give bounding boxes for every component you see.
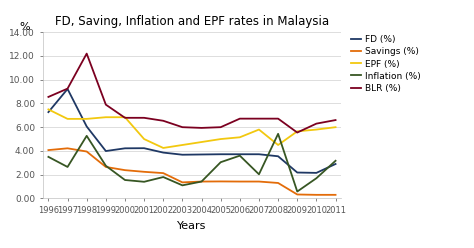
Savings (%) bbox=[46, 149, 51, 152]
EPF (%) bbox=[122, 116, 128, 119]
FD (%) bbox=[160, 151, 166, 154]
Inflation (%) bbox=[333, 159, 338, 162]
Savings (%) bbox=[64, 147, 70, 150]
EPF (%) bbox=[141, 138, 147, 141]
BLR (%) bbox=[103, 103, 109, 106]
Y-axis label: %: % bbox=[19, 22, 30, 32]
Line: EPF (%): EPF (%) bbox=[48, 109, 336, 148]
Inflation (%) bbox=[122, 179, 128, 182]
Savings (%) bbox=[180, 181, 185, 184]
Inflation (%) bbox=[218, 161, 224, 164]
Savings (%) bbox=[141, 170, 147, 173]
BLR (%) bbox=[122, 116, 128, 119]
FD (%) bbox=[180, 153, 185, 156]
FD (%) bbox=[103, 150, 109, 153]
EPF (%) bbox=[314, 128, 319, 131]
Inflation (%) bbox=[199, 180, 204, 183]
Savings (%) bbox=[256, 180, 262, 183]
EPF (%) bbox=[84, 117, 90, 120]
Inflation (%) bbox=[64, 165, 70, 168]
Inflation (%) bbox=[256, 173, 262, 176]
FD (%) bbox=[275, 155, 281, 158]
BLR (%) bbox=[237, 117, 243, 120]
BLR (%) bbox=[46, 95, 51, 98]
Inflation (%) bbox=[141, 180, 147, 183]
EPF (%) bbox=[294, 130, 300, 133]
Savings (%) bbox=[84, 150, 90, 153]
Savings (%) bbox=[294, 193, 300, 196]
Title: FD, Saving, Inflation and EPF rates in Malaysia: FD, Saving, Inflation and EPF rates in M… bbox=[55, 15, 329, 28]
BLR (%) bbox=[160, 119, 166, 122]
Savings (%) bbox=[103, 165, 109, 168]
EPF (%) bbox=[64, 117, 70, 120]
FD (%) bbox=[141, 147, 147, 150]
BLR (%) bbox=[84, 52, 90, 55]
BLR (%) bbox=[314, 122, 319, 125]
FD (%) bbox=[314, 171, 319, 174]
FD (%) bbox=[199, 153, 204, 156]
BLR (%) bbox=[199, 126, 204, 129]
Inflation (%) bbox=[275, 132, 281, 135]
Line: Inflation (%): Inflation (%) bbox=[48, 134, 336, 191]
Legend: FD (%), Savings (%), EPF (%), Inflation (%), BLR (%): FD (%), Savings (%), EPF (%), Inflation … bbox=[349, 33, 423, 95]
BLR (%) bbox=[333, 119, 338, 122]
Savings (%) bbox=[237, 180, 243, 183]
Inflation (%) bbox=[160, 176, 166, 179]
EPF (%) bbox=[256, 128, 262, 131]
Savings (%) bbox=[275, 182, 281, 185]
EPF (%) bbox=[180, 144, 185, 147]
FD (%) bbox=[64, 88, 70, 91]
BLR (%) bbox=[275, 117, 281, 120]
FD (%) bbox=[84, 125, 90, 128]
FD (%) bbox=[218, 153, 224, 156]
Inflation (%) bbox=[46, 155, 51, 158]
Inflation (%) bbox=[84, 134, 90, 137]
FD (%) bbox=[237, 153, 243, 156]
BLR (%) bbox=[294, 131, 300, 134]
FD (%) bbox=[333, 162, 338, 165]
Line: BLR (%): BLR (%) bbox=[48, 54, 336, 132]
Savings (%) bbox=[122, 169, 128, 172]
Inflation (%) bbox=[314, 177, 319, 180]
Savings (%) bbox=[160, 172, 166, 175]
Inflation (%) bbox=[180, 184, 185, 187]
Line: FD (%): FD (%) bbox=[48, 89, 336, 173]
EPF (%) bbox=[333, 126, 338, 129]
BLR (%) bbox=[218, 126, 224, 129]
EPF (%) bbox=[103, 116, 109, 119]
Inflation (%) bbox=[237, 154, 243, 157]
BLR (%) bbox=[256, 117, 262, 120]
X-axis label: Years: Years bbox=[177, 220, 207, 231]
Savings (%) bbox=[199, 180, 204, 183]
EPF (%) bbox=[199, 141, 204, 144]
BLR (%) bbox=[180, 126, 185, 129]
EPF (%) bbox=[237, 136, 243, 139]
Savings (%) bbox=[333, 193, 338, 196]
BLR (%) bbox=[64, 87, 70, 90]
EPF (%) bbox=[275, 144, 281, 147]
EPF (%) bbox=[218, 138, 224, 141]
FD (%) bbox=[46, 111, 51, 114]
FD (%) bbox=[256, 153, 262, 156]
Savings (%) bbox=[218, 180, 224, 183]
BLR (%) bbox=[141, 116, 147, 119]
FD (%) bbox=[294, 171, 300, 174]
Inflation (%) bbox=[294, 190, 300, 193]
Inflation (%) bbox=[103, 164, 109, 167]
FD (%) bbox=[122, 147, 128, 150]
EPF (%) bbox=[160, 147, 166, 150]
Line: Savings (%): Savings (%) bbox=[48, 148, 336, 195]
EPF (%) bbox=[46, 108, 51, 111]
Savings (%) bbox=[314, 193, 319, 196]
